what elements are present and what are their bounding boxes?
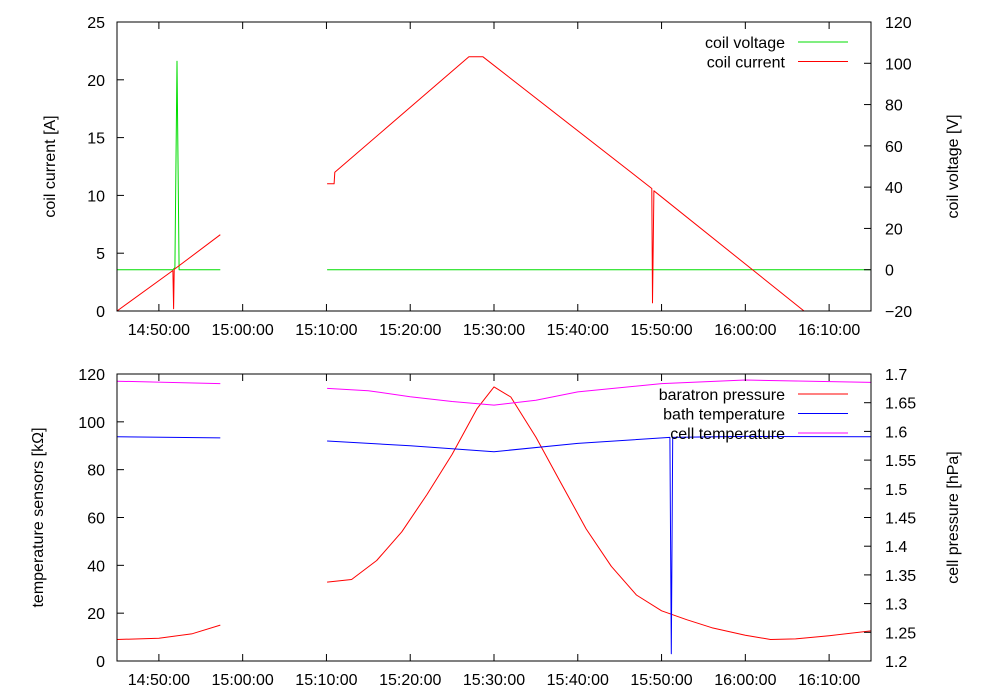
y2-tick-label: 1.6	[885, 424, 907, 441]
y-tick-label: 20	[87, 73, 105, 90]
x-tick-label: 16:00:00	[714, 672, 776, 689]
y2-tick-label: 20	[885, 221, 903, 238]
series-cell-temperature-segment-1	[116, 380, 221, 385]
y-tick-label: 120	[78, 367, 105, 384]
y-tick-label: 100	[78, 415, 105, 432]
legend-label: bath temperature	[663, 407, 785, 424]
y2-tick-label: 1.55	[885, 453, 916, 470]
x-tick-label: 15:20:00	[379, 322, 441, 339]
series-baratron-pressure-segment-2	[327, 386, 872, 640]
y2-tick-label: 1.7	[885, 367, 907, 384]
legend-label: cell temperature	[670, 426, 785, 443]
y2-tick-label: 40	[885, 180, 903, 197]
coil-chart-panel: 14:50:00 15:00:00 15:10:00 15:20:00 15:30:00…	[42, 15, 962, 339]
x-tick-label: 15:30:00	[463, 322, 525, 339]
y2-tick-label: 1.65	[885, 396, 916, 413]
y2-tick-label: 1.4	[885, 539, 907, 556]
x-tick-label: 15:00:00	[212, 322, 274, 339]
x-tick-label: 16:00:00	[714, 322, 776, 339]
series-coil-current-segment-1	[116, 234, 221, 312]
legend-label: coil voltage	[705, 35, 785, 52]
y2-tick-label: 1.45	[885, 511, 916, 528]
x-tick-label: 16:10:00	[798, 322, 860, 339]
series-bath-temperature-segment-1	[116, 436, 221, 439]
x-tick-label: 14:50:00	[128, 672, 190, 689]
y2-tick-label: 100	[885, 56, 912, 73]
series-bath-temperature-segment-2	[327, 435, 872, 655]
y2-tick-label: 0	[885, 263, 894, 280]
y2-tick-label: −20	[885, 304, 912, 321]
y2-axis-title: coil voltage [V]	[945, 114, 962, 218]
y-tick-label: 40	[87, 558, 105, 575]
x-tick-label: 15:40:00	[547, 322, 609, 339]
y2-tick-label: 60	[885, 139, 903, 156]
y-tick-label: 20	[87, 606, 105, 623]
legend-label: baratron pressure	[659, 387, 785, 404]
y2-tick-label: 1.3	[885, 597, 907, 614]
x-tick-label: 15:50:00	[630, 672, 692, 689]
series-coil-voltage-segment-1	[117, 60, 221, 271]
y-axis-title: coil current [A]	[42, 115, 59, 217]
y2-tick-label: 1.25	[885, 625, 916, 642]
y-tick-label: 10	[87, 188, 105, 205]
x-tick-label: 16:10:00	[798, 672, 860, 689]
y-tick-label: 0	[96, 304, 105, 321]
y-tick-label: 25	[87, 15, 105, 32]
y2-tick-label: 1.5	[885, 482, 907, 499]
y-axis-title: temperature sensors [kΩ]	[30, 427, 47, 607]
y-tick-label: 5	[96, 246, 105, 263]
x-tick-label: 15:40:00	[547, 672, 609, 689]
y2-tick-label: 120	[885, 15, 912, 32]
x-tick-label: 15:10:00	[295, 322, 357, 339]
x-tick-label: 15:20:00	[379, 672, 441, 689]
x-tick-label: 15:30:00	[463, 672, 525, 689]
y2-tick-label: 80	[885, 98, 903, 115]
series-cell-temperature-segment-2	[327, 379, 872, 406]
y-tick-label: 60	[87, 511, 105, 528]
y-tick-label: 80	[87, 463, 105, 480]
x-tick-label: 14:50:00	[128, 322, 190, 339]
x-tick-label: 15:10:00	[295, 672, 357, 689]
x-tick-label: 15:50:00	[630, 322, 692, 339]
y2-axis-title: cell pressure [hPa]	[945, 451, 962, 584]
y-tick-label: 15	[87, 131, 105, 148]
sensor-chart-panel: 14:50:00 15:00:00 15:10:00 15:20:00 15:30:00…	[30, 367, 962, 689]
y-tick-label: 0	[96, 654, 105, 671]
series-baratron-pressure-segment-1	[116, 624, 221, 640]
y2-tick-label: 1.35	[885, 568, 916, 585]
series-coil-current-segment-2	[327, 56, 871, 312]
legend-label: coil current	[707, 55, 786, 72]
y2-tick-label: 1.2	[885, 654, 907, 671]
x-tick-label: 15:00:00	[212, 672, 274, 689]
